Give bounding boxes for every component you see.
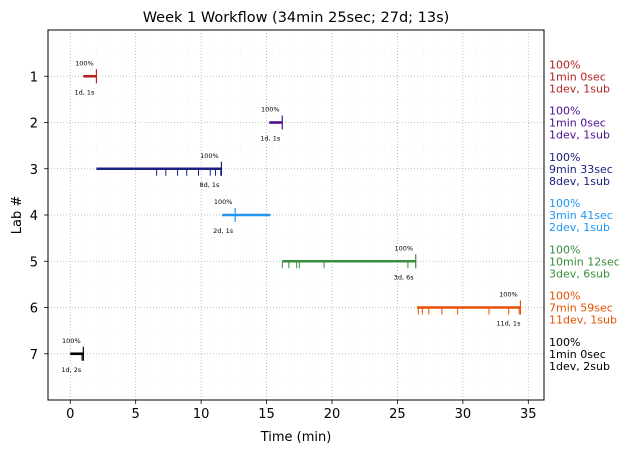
axes: 0 5 10 15 20 25 30 35 1 2 3 4 5 6 7 — [30, 70, 537, 422]
lab-7-summary-line: 1min 0sec — [549, 348, 606, 361]
lab-6-summary-line: 7min 59sec — [549, 302, 613, 315]
x-tick-label: 10 — [193, 407, 210, 422]
y-tick-label: 4 — [30, 209, 38, 224]
lab-5-summary-line: 3dev, 6sub — [549, 267, 610, 280]
x-tick-label: 15 — [258, 407, 275, 422]
x-tick-label: 35 — [520, 407, 537, 422]
lab-3-summary-line: 9min 33sec — [549, 163, 613, 176]
lab-2-summary-line: 100% — [549, 105, 580, 118]
plot-frame — [47, 29, 545, 401]
lab-6-count-label: 11d, 1s — [496, 320, 521, 328]
lab-6-percent-label: 100% — [499, 291, 518, 299]
lab-4-count-label: 2d, 1s — [213, 227, 234, 235]
x-axis-label: Time (min) — [260, 430, 332, 445]
lab-2-count-label: 1d, 1s — [260, 135, 281, 143]
chart-title: Week 1 Workflow (34min 25sec; 27d; 13s) — [143, 10, 450, 26]
lab-1-summary-line: 1min 0sec — [549, 70, 606, 83]
y-tick-label: 6 — [30, 302, 38, 317]
lab-7-summary-line: 100% — [549, 336, 580, 349]
y-tick-label: 5 — [30, 255, 38, 270]
lab-4-percent-label: 100% — [214, 198, 233, 206]
lab-6-summary-line: 100% — [549, 290, 580, 303]
lab-1-count-label: 1d, 1s — [74, 88, 95, 96]
y-tick-label: 3 — [30, 163, 38, 178]
x-tick-label: 20 — [324, 407, 341, 422]
lab-4-summary-line: 3min 41sec — [549, 209, 613, 222]
y-axis-label: Lab # — [10, 196, 25, 235]
lab-2-summary-line: 1min 0sec — [549, 117, 606, 130]
lab-3-summary-line: 8dev, 1sub — [549, 175, 610, 188]
lab-5-count-label: 3d, 6s — [394, 273, 415, 281]
lab-2-percent-label: 100% — [261, 106, 280, 114]
y-tick-label: 1 — [30, 70, 38, 85]
lab-6-summary-line: 11dev, 1sub — [549, 314, 617, 327]
x-tick-label: 25 — [389, 407, 406, 422]
lab-2-summary-line: 1dev, 1sub — [549, 129, 610, 142]
lab-7-summary-line: 1dev, 2sub — [549, 360, 610, 373]
lab-3-summary-line: 100% — [549, 151, 580, 164]
chart-marks: 100% 1d, 1s 100% 1d, 1s 100% 8d, 1s 100% 2d, 1s… — [61, 59, 521, 374]
lab-5-percent-label: 100% — [394, 244, 413, 252]
x-tick-label: 30 — [455, 407, 472, 422]
lab-5-summary-line: 100% — [549, 243, 580, 256]
grid — [48, 30, 544, 400]
lab-1-summary-line: 1dev, 1sub — [549, 82, 610, 95]
x-tick-label: 5 — [132, 407, 140, 422]
lab-4-summary-line: 100% — [549, 197, 580, 210]
y-tick-label: 2 — [30, 117, 38, 132]
lab-4-summary-line: 2dev, 1sub — [549, 221, 610, 234]
lab-5-summary-line: 10min 12sec — [549, 255, 620, 268]
lab-3-count-label: 8d, 1s — [199, 181, 220, 189]
lab-7-percent-label: 100% — [62, 337, 81, 345]
lab-1-percent-label: 100% — [75, 59, 94, 67]
x-tick-label: 0 — [66, 407, 74, 422]
y-tick-label: 7 — [30, 348, 38, 363]
lab-3-percent-label: 100% — [200, 152, 219, 160]
lab-1-summary-line: 100% — [549, 58, 580, 71]
lab-7-count-label: 1d, 2s — [61, 366, 82, 374]
